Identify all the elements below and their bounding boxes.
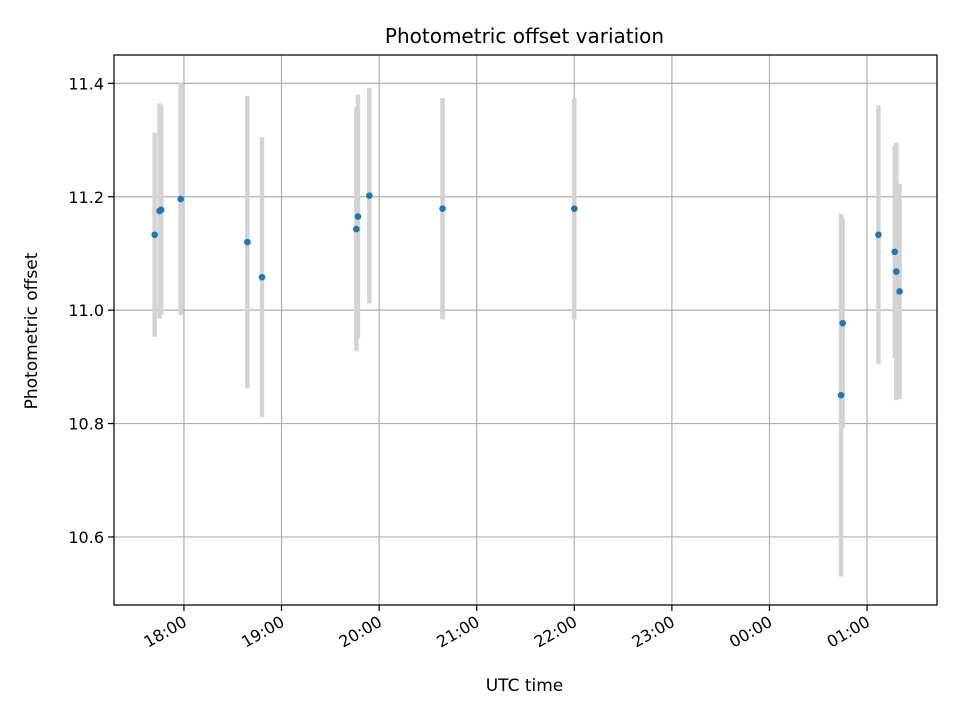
data-point bbox=[875, 231, 882, 239]
data-point bbox=[353, 225, 360, 233]
data-point bbox=[839, 319, 846, 327]
data-point bbox=[366, 192, 373, 199]
data-point bbox=[893, 268, 900, 275]
data-point bbox=[151, 231, 158, 239]
y-tick-label: 11.0 bbox=[68, 301, 104, 320]
data-points bbox=[151, 192, 903, 399]
data-point bbox=[570, 205, 578, 212]
data-point bbox=[354, 213, 362, 220]
data-point bbox=[439, 205, 446, 212]
x-axis-label: UTC time bbox=[486, 676, 564, 696]
y-tick-label: 11.2 bbox=[68, 188, 104, 207]
data-point bbox=[244, 238, 251, 246]
plot-frame bbox=[113, 54, 938, 606]
data-point bbox=[258, 273, 266, 281]
data-point bbox=[896, 288, 903, 295]
data-point bbox=[837, 391, 845, 399]
data-point bbox=[891, 248, 899, 256]
data-point bbox=[177, 195, 184, 203]
y-tick-label: 10.8 bbox=[68, 415, 104, 434]
y-tick-label: 10.6 bbox=[68, 528, 104, 547]
data-point bbox=[157, 206, 165, 214]
chart-title: Photometric offset variation bbox=[385, 24, 664, 48]
y-tick-label: 11.4 bbox=[68, 74, 104, 93]
y-axis-label: Photometric offset bbox=[22, 252, 42, 409]
grid-lines bbox=[114, 55, 937, 605]
